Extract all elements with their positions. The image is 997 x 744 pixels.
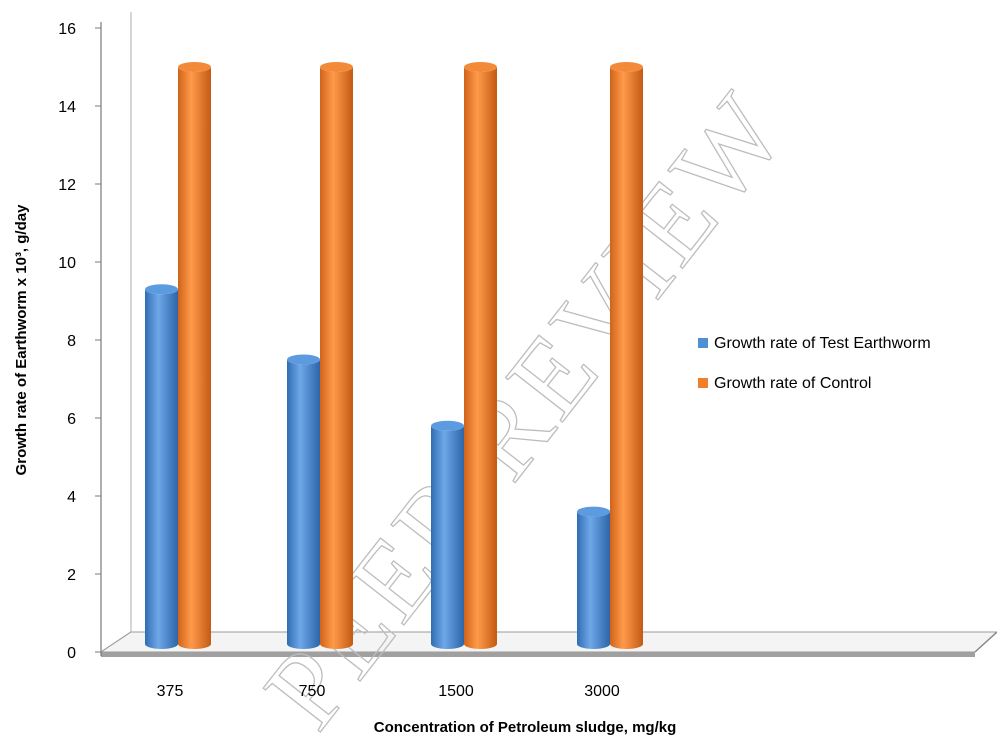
bar	[464, 62, 497, 649]
y-axis-title: Growth rate of Earthworm x 10³, g/day	[13, 204, 30, 476]
y-tick-label: 0	[67, 645, 76, 662]
bar-body	[610, 67, 643, 649]
x-axis-title: Concentration of Petroleum sludge, mg/kg	[374, 719, 677, 736]
y-tick-label: 6	[67, 411, 76, 428]
y-tick-label: 12	[58, 177, 76, 194]
y-tick-label: 2	[67, 567, 76, 584]
bar	[287, 354, 320, 649]
legend-label: Growth rate of Test Earthworm	[714, 335, 931, 352]
legend-swatch	[698, 338, 708, 348]
bar-body	[287, 359, 320, 649]
bar-body	[431, 425, 464, 649]
bar	[320, 62, 353, 649]
bar-top	[610, 62, 643, 72]
y-tick-label: 8	[67, 333, 76, 350]
bar-top	[320, 62, 353, 72]
x-tick-label: 1500	[438, 683, 474, 700]
x-tick-label: 750	[299, 683, 326, 700]
x-tick-label: 3000	[584, 683, 620, 700]
bar-top	[145, 284, 178, 295]
bar-top	[431, 420, 464, 431]
y-tick-label: 10	[58, 255, 76, 272]
y-tick-label: 4	[67, 489, 76, 506]
floor-edge	[101, 652, 975, 657]
bar-top	[178, 62, 211, 72]
bar-top	[464, 62, 497, 72]
floor-right-edge	[974, 631, 997, 653]
axes-layer: 0 2 4 6 8 10 12 14 16 375 750 1500 3000	[58, 21, 620, 700]
bar	[178, 62, 211, 649]
y-tick-label: 14	[58, 99, 76, 116]
bar-body	[577, 511, 610, 649]
bar-body	[178, 67, 211, 649]
x-tick-label: 375	[157, 683, 184, 700]
bar	[577, 506, 610, 649]
bar	[610, 62, 643, 649]
bar-top	[577, 506, 610, 517]
floor-plane	[99, 631, 997, 653]
legend-label: Growth rate of Control	[714, 375, 871, 392]
bars-layer	[145, 62, 643, 649]
bar-body	[320, 67, 353, 649]
bar-body	[464, 67, 497, 649]
bar-top	[287, 354, 320, 365]
bar	[145, 284, 178, 649]
bar-body	[145, 289, 178, 649]
legend-swatch	[698, 378, 708, 388]
bar	[431, 420, 464, 649]
back-wall-edge	[100, 12, 132, 653]
legend: Growth rate of Test Earthworm Growth rate…	[698, 335, 931, 392]
y-tick-label: 16	[58, 21, 76, 38]
